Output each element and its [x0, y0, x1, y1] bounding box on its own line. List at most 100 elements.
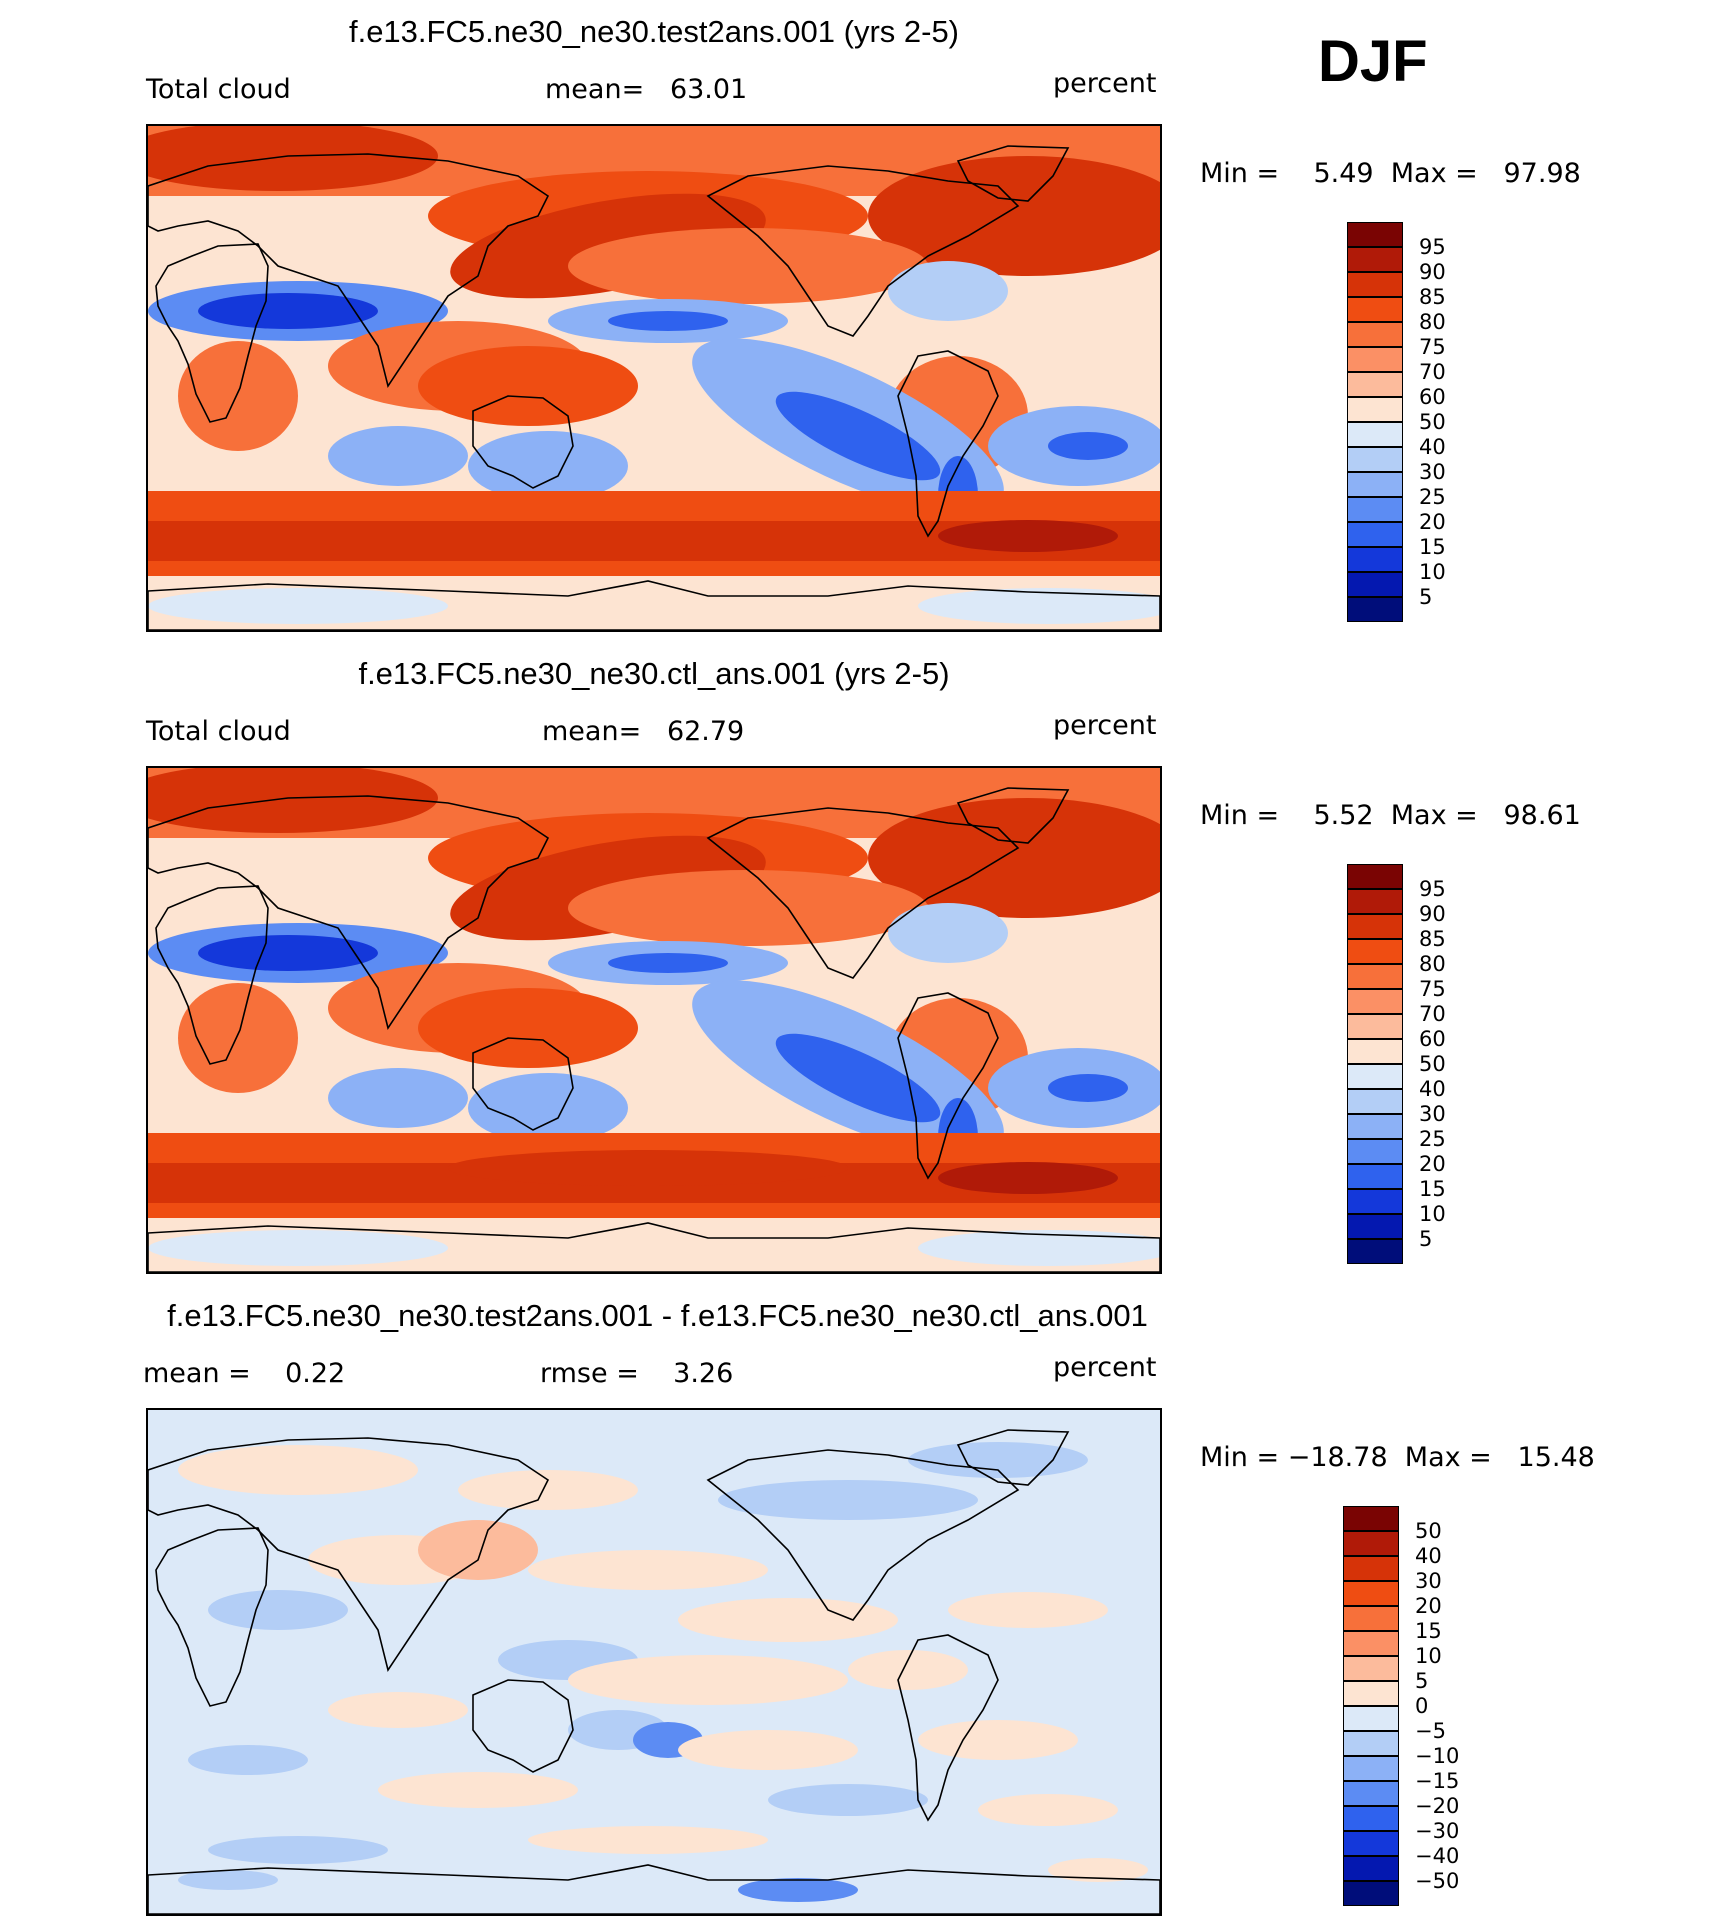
panel2-mean-label: mean= 62.79: [542, 716, 745, 747]
colorbar-swatch: [1347, 1114, 1403, 1139]
colorbar-swatch: [1347, 447, 1403, 472]
colorbar-swatch: [1347, 964, 1403, 989]
colorbar-swatch: [1347, 547, 1403, 572]
colorbar-label: −5: [1415, 1719, 1446, 1743]
panel3-minmax: Min = −18.78 Max = 15.48: [1200, 1442, 1595, 1473]
colorbar-swatch: [1343, 1556, 1399, 1581]
colorbar-swatch: [1347, 1214, 1403, 1239]
colorbar-label: 30: [1419, 460, 1446, 484]
colorbar-label: 75: [1419, 977, 1446, 1001]
colorbar-label: −50: [1415, 1869, 1460, 1893]
colorbar-swatch: [1347, 572, 1403, 597]
panel1-units-label: percent: [1053, 68, 1157, 99]
colorbar-swatch: [1347, 422, 1403, 447]
panel1-title: f.e13.FC5.ne30_ne30.test2ans.001 (yrs 2-…: [348, 14, 960, 49]
colorbar-swatch: [1347, 914, 1403, 939]
colorbar-swatch: [1347, 1039, 1403, 1064]
colorbar-swatch: [1347, 272, 1403, 297]
colorbar-label: 85: [1419, 285, 1446, 309]
colorbar-swatch: [1347, 497, 1403, 522]
panel1-minmax: Min = 5.49 Max = 97.98: [1200, 158, 1581, 189]
panel1-mean-label: mean= 63.01: [545, 74, 748, 105]
colorbar-label: 15: [1415, 1619, 1442, 1643]
colorbar-swatch: [1347, 472, 1403, 497]
colorbar-swatch: [1347, 322, 1403, 347]
colorbar-label: 5: [1415, 1669, 1429, 1693]
colorbar-label: 30: [1415, 1569, 1442, 1593]
colorbar-swatch: [1347, 1189, 1403, 1214]
colorbar-label: 20: [1419, 510, 1446, 534]
colorbar-label: 20: [1415, 1594, 1442, 1618]
colorbar-label: 60: [1419, 385, 1446, 409]
season-label: DJF: [1318, 29, 1428, 94]
colorbar-swatch: [1343, 1656, 1399, 1681]
colorbar-label: 25: [1419, 1127, 1446, 1151]
panel2-units-label: percent: [1053, 710, 1157, 741]
colorbar-label: −15: [1415, 1769, 1460, 1793]
colorbar-swatch: [1347, 297, 1403, 322]
colorbar-label: 15: [1419, 535, 1446, 559]
panel2-title: f.e13.FC5.ne30_ne30.ctl_ans.001 (yrs 2-5…: [358, 656, 950, 691]
colorbar-label: −40: [1415, 1844, 1460, 1868]
panel2-map: [146, 766, 1162, 1274]
panel3-units-label: percent: [1053, 1352, 1157, 1383]
colorbar-label: 95: [1419, 235, 1446, 259]
colorbar-swatch: [1343, 1531, 1399, 1556]
colorbar-label: 15: [1419, 1177, 1446, 1201]
panel2-left-label: Total cloud: [146, 716, 291, 747]
colorbar-swatch: [1347, 1064, 1403, 1089]
colorbar-label: 70: [1419, 360, 1446, 384]
colorbar-label: 60: [1419, 1027, 1446, 1051]
colorbar-label: −20: [1415, 1794, 1460, 1818]
colorbar-swatch: [1347, 522, 1403, 547]
colorbar-label: 50: [1415, 1519, 1442, 1543]
colorbar-swatch: [1343, 1581, 1399, 1606]
colorbar-swatch: [1347, 247, 1403, 272]
colorbar-swatch: [1347, 864, 1403, 889]
colorbar-label: 10: [1419, 560, 1446, 584]
colorbar-swatch: [1343, 1506, 1399, 1531]
colorbar-swatch: [1347, 397, 1403, 422]
colorbar-swatch: [1343, 1756, 1399, 1781]
colorbar-swatch: [1347, 1014, 1403, 1039]
colorbar-label: 40: [1419, 1077, 1446, 1101]
colorbar-label: 80: [1419, 952, 1446, 976]
colorbar-label: 30: [1419, 1102, 1446, 1126]
panel3-map: [146, 1408, 1162, 1916]
colorbar-swatch: [1343, 1781, 1399, 1806]
colorbar-label: −10: [1415, 1744, 1460, 1768]
colorbar-swatch: [1343, 1631, 1399, 1656]
colorbar-label: 90: [1419, 260, 1446, 284]
colorbar-swatch: [1343, 1881, 1399, 1906]
colorbar-label: 25: [1419, 485, 1446, 509]
colorbar-label: 0: [1415, 1694, 1429, 1718]
colorbar-swatch: [1347, 1089, 1403, 1114]
colorbar-label: 40: [1419, 435, 1446, 459]
colorbar-swatch: [1347, 1164, 1403, 1189]
colorbar-swatch: [1343, 1706, 1399, 1731]
colorbar-swatch: [1347, 939, 1403, 964]
colorbar-swatch: [1347, 222, 1403, 247]
colorbar-label: 50: [1419, 410, 1446, 434]
colorbar-label: 10: [1419, 1202, 1446, 1226]
colorbar-label: 5: [1419, 1227, 1433, 1251]
colorbar-label: −30: [1415, 1819, 1460, 1843]
colorbar-swatch: [1347, 1239, 1403, 1264]
colorbar-swatch: [1347, 989, 1403, 1014]
panel2-minmax: Min = 5.52 Max = 98.61: [1200, 800, 1581, 831]
panel3-title: f.e13.FC5.ne30_ne30.test2ans.001 - f.e13…: [167, 1298, 1148, 1333]
colorbar-label: 20: [1419, 1152, 1446, 1176]
colorbar-swatch: [1347, 347, 1403, 372]
colorbar-label: 90: [1419, 902, 1446, 926]
colorbar-label: 5: [1419, 585, 1433, 609]
colorbar-swatch: [1343, 1731, 1399, 1756]
colorbar-label: 80: [1419, 310, 1446, 334]
colorbar-swatch: [1343, 1806, 1399, 1831]
colorbar-swatch: [1343, 1856, 1399, 1881]
panel3-rmse-label: rmse = 3.26: [540, 1358, 734, 1389]
colorbar-swatch: [1343, 1831, 1399, 1856]
panel1-left-label: Total cloud: [146, 74, 291, 105]
colorbar-label: 10: [1415, 1644, 1442, 1668]
colorbar-label: 70: [1419, 1002, 1446, 1026]
colorbar-label: 50: [1419, 1052, 1446, 1076]
